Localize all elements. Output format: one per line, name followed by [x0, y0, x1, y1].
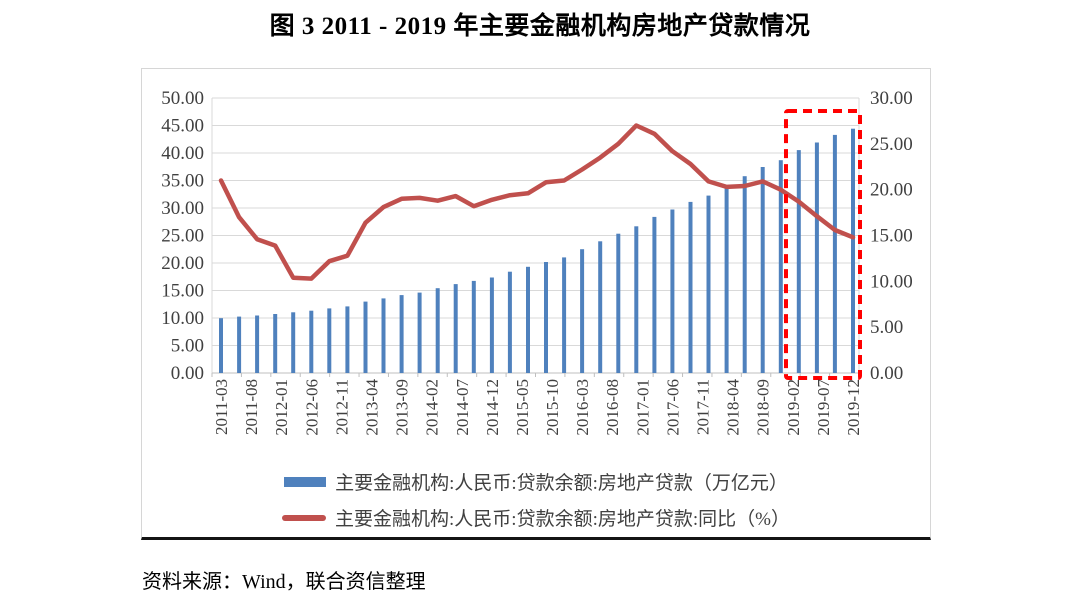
x-axis-tick-label: 2012-11: [332, 379, 351, 435]
combo-chart: 50.00 45.00 40.00 35.00 30.00 25.00 20.00 15.00…: [161, 88, 913, 436]
yoy-line: [218, 123, 856, 281]
loan-balance-bar: [544, 262, 548, 373]
legend-item-loan-balance: 主要金融机构:人民币:贷款余额:房地产贷款（万亿元）: [284, 468, 788, 495]
loan-balance-bar: [760, 167, 765, 373]
loan-balance-bar: [832, 134, 837, 373]
left-axis-tick-label: 45.00: [161, 116, 204, 137]
source-note: 资料来源：Wind，联合资信整理: [142, 571, 426, 593]
line-series-swatch: [282, 514, 327, 521]
loan-balance-bar: [706, 195, 711, 373]
chart-legend: 主要金融机构:人民币:贷款余额:房地产贷款（万亿元） 主要金融机构:人民币:贷款…: [142, 468, 930, 531]
right-axis-tick-label: 30.00: [870, 88, 913, 109]
loan-balance-bar: [796, 150, 801, 373]
left-axis-tick-label: 20.00: [161, 253, 204, 274]
left-axis-tick-label: 0.00: [171, 363, 204, 384]
x-axis-tick-label: 2012-01: [272, 379, 291, 436]
x-axis-tick-label: 2014-02: [423, 379, 442, 436]
x-axis-tick-label: 2017-06: [663, 379, 682, 436]
right-axis-tick-label: 0.00: [870, 363, 903, 384]
loan-balance-bar: [435, 288, 440, 373]
left-axis-tick-label: 10.00: [161, 308, 204, 329]
x-axis-tick-label: 2016-08: [603, 379, 622, 436]
loan-balance-bar: [237, 316, 242, 373]
loan-balance-bar: [363, 301, 368, 373]
x-axis-tick-label: 2013-04: [363, 379, 382, 436]
loan-balance-bar: [616, 233, 621, 373]
right-axis-tick-label: 25.00: [870, 134, 913, 155]
loan-balance-bar: [724, 185, 729, 373]
loan-balance-bar: [688, 201, 693, 373]
loan-balance-bar: [219, 318, 223, 373]
x-axis-tick-label: 2012-06: [302, 379, 321, 436]
figure-title: 图 3 2011 - 2019 年主要金融机构房地产贷款情况: [269, 13, 811, 40]
x-axis-tick-label: 2013-09: [393, 379, 412, 436]
loan-balance-bar: [309, 310, 314, 373]
loan-balance-bar: [634, 226, 639, 373]
left-axis-tick-label: 35.00: [161, 171, 204, 192]
x-axis-tick-label: 2017-01: [633, 379, 652, 436]
loan-balance-bar: [417, 292, 422, 373]
bar-series-swatch: [284, 476, 327, 487]
x-axis-tick-label: 2015-10: [543, 379, 562, 436]
loan-balance-bar: [399, 295, 404, 373]
right-axis-tick-label: 15.00: [870, 226, 913, 247]
left-axis-tick-label: 5.00: [171, 336, 204, 357]
loan-balance-bar: [814, 142, 819, 373]
loan-balance-bar: [652, 216, 657, 373]
x-axis-tick-label: 2016-03: [573, 379, 592, 436]
x-axis-tick-label: 2019-07: [814, 379, 833, 436]
loan-balance-bar: [291, 312, 296, 373]
loan-balance-bar: [598, 241, 603, 373]
x-axis-tick-label: 2011-08: [242, 379, 261, 435]
loan-balance-bar: [381, 298, 386, 373]
legend-label-loan-balance: 主要金融机构:人民币:贷款余额:房地产贷款（万亿元）: [335, 473, 788, 494]
chart-area: 50.00 45.00 40.00 35.00 30.00 25.00 20.00 15.00…: [141, 68, 931, 540]
loan-balance-bar: [471, 280, 476, 373]
loan-balance-bar: [327, 308, 332, 373]
left-axis-tick-label: 25.00: [161, 226, 204, 247]
x-axis-tick-label: 2019-12: [844, 379, 863, 436]
x-axis-tick-label: 2018-04: [724, 379, 743, 436]
right-axis-tick-label: 20.00: [870, 180, 913, 201]
loan-balance-bar: [778, 160, 783, 373]
left-axis-tick-label: 30.00: [161, 198, 204, 219]
left-axis-tick-label: 50.00: [161, 88, 204, 109]
loan-balance-bar: [345, 306, 350, 373]
loan-balance-bar: [453, 284, 458, 373]
left-axis-tick-label: 15.00: [161, 281, 204, 302]
loan-balance-bar: [273, 314, 278, 373]
loan-balance-bar: [562, 257, 567, 373]
x-axis-tick-label: 2014-12: [483, 379, 502, 436]
x-axis-tick-label: 2015-05: [513, 379, 532, 436]
loan-balance-bar: [507, 271, 512, 373]
x-axis-tick-label: 2018-09: [754, 379, 773, 436]
x-axis-tick-label: 2019-02: [784, 379, 803, 436]
highlight-box-2019: [784, 109, 862, 380]
loan-balance-bar: [851, 128, 855, 373]
right-axis-tick-label: 5.00: [870, 317, 903, 338]
loan-balance-bar: [670, 209, 675, 373]
right-axis-tick-label: 10.00: [870, 271, 913, 292]
loan-balance-bar: [255, 315, 260, 373]
left-axis-tick-label: 40.00: [161, 143, 204, 164]
x-axis-tick-label: 2014-07: [453, 379, 472, 436]
legend-label-yoy: 主要金融机构:人民币:贷款余额:房地产贷款:同比（%）: [335, 509, 790, 530]
x-axis-tick-label: 2011-03: [212, 379, 231, 435]
loan-balance-bar: [526, 266, 530, 373]
loan-balance-bar: [742, 176, 747, 373]
loan-balance-bar: [489, 277, 494, 373]
loan-balance-bar: [580, 249, 585, 373]
x-axis-tick-label: 2017-11: [694, 379, 713, 435]
legend-item-yoy: 主要金融机构:人民币:贷款余额:房地产贷款:同比（%）: [282, 504, 790, 531]
